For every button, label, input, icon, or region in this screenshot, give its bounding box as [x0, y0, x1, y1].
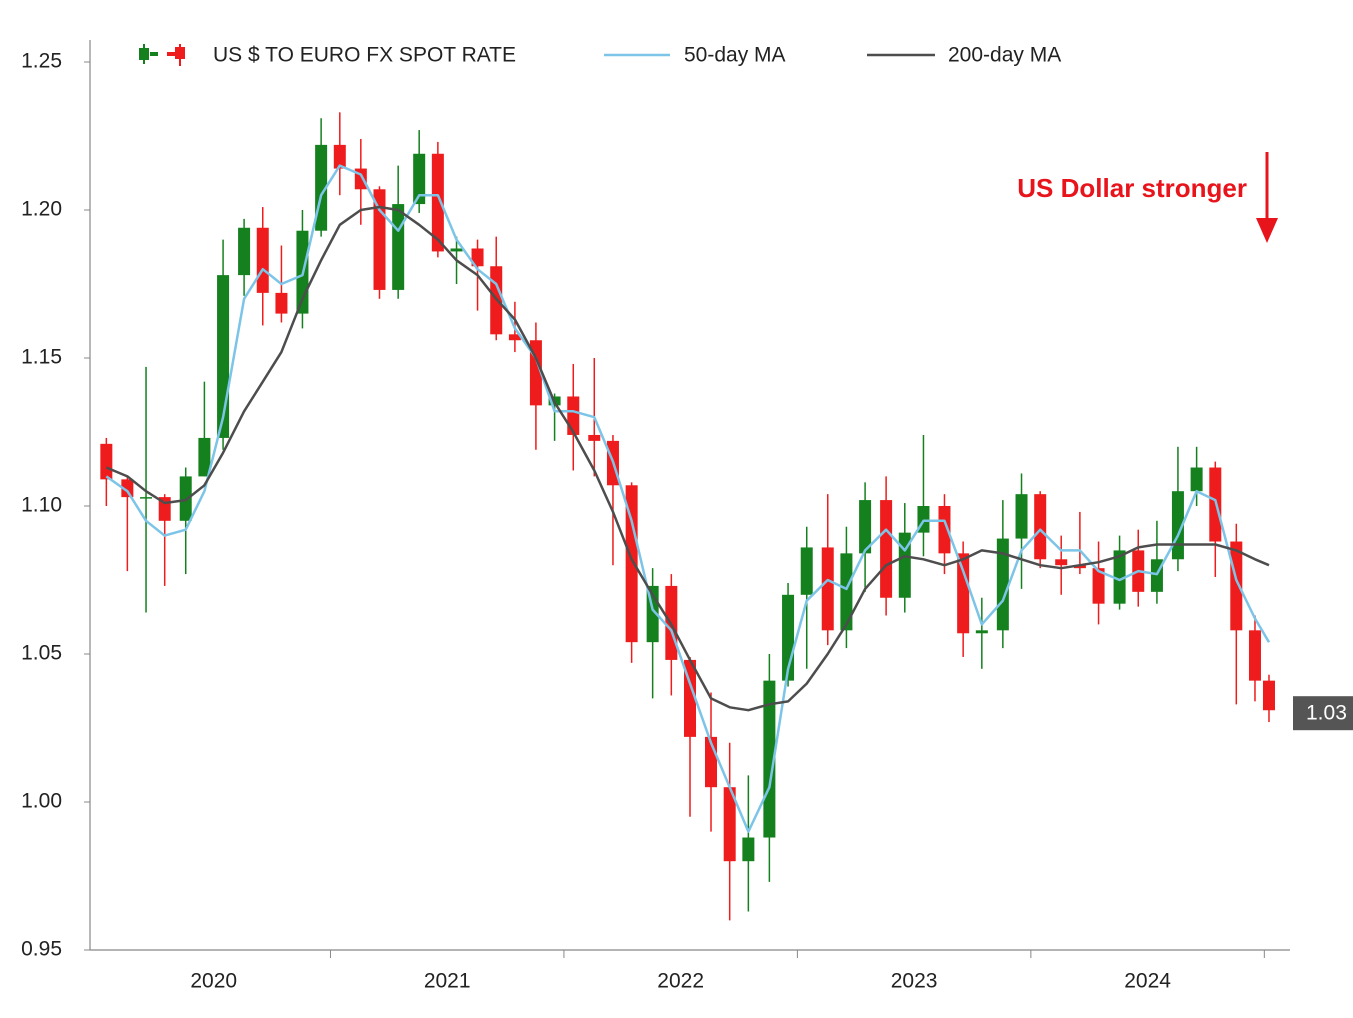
ma-line [105, 164, 1271, 833]
legend-icon [139, 48, 149, 60]
candle-body [508, 334, 521, 341]
candle-body [1034, 494, 1047, 560]
candle-body [413, 153, 426, 205]
candle-body [333, 144, 346, 169]
y-tick-label: 1.05 [21, 642, 62, 665]
candle-body [938, 506, 951, 554]
candle-body [975, 630, 988, 634]
annotation-text: US Dollar stronger [1017, 173, 1247, 203]
ma-line [105, 205, 1270, 712]
y-tick-label: 1.20 [21, 198, 62, 221]
candle-body [198, 437, 211, 477]
legend-icon [167, 52, 175, 56]
candle-body [1055, 559, 1068, 566]
y-tick-label: 0.95 [21, 938, 62, 961]
candle-body [821, 547, 834, 631]
candle-body [588, 434, 601, 441]
x-tick-label: 2020 [190, 970, 237, 993]
candle-body [625, 485, 638, 643]
candle-body [471, 248, 484, 267]
candle-body [684, 659, 696, 737]
x-tick-label: 2022 [657, 970, 704, 993]
candle-body [957, 553, 970, 634]
last-value-label: 1.03 [1306, 702, 1347, 725]
candle-body [1248, 630, 1261, 681]
last-value-box [1293, 696, 1353, 731]
y-tick-label: 1.10 [21, 494, 62, 517]
candle-body [859, 500, 872, 554]
candle-body [742, 837, 755, 862]
y-tick-label: 1.00 [21, 790, 62, 813]
y-tick-label: 1.15 [21, 346, 62, 369]
candle-body [567, 396, 580, 435]
annotation: US Dollar stronger [1017, 152, 1278, 243]
candle-body [238, 227, 251, 276]
x-tick-label: 2024 [1124, 970, 1171, 993]
y-tick-label: 1.25 [21, 50, 62, 73]
candle-body [1073, 565, 1086, 569]
legend-label: 200-day MA [948, 44, 1061, 67]
candle-body [256, 227, 269, 293]
candle-body [723, 787, 736, 862]
candles [100, 112, 1275, 921]
candle-body [1190, 467, 1203, 492]
candle-body [392, 204, 405, 290]
candle-body [100, 443, 113, 480]
legend-icon [175, 47, 185, 59]
candle-body [431, 153, 444, 252]
legend-label: 50-day MA [684, 44, 786, 67]
candle-body [1092, 568, 1105, 604]
candle-body [140, 497, 153, 499]
candle-body [450, 248, 463, 252]
candle-body [1113, 550, 1126, 604]
x-tick-label: 2021 [424, 970, 471, 993]
candle-body [275, 292, 288, 314]
candle-body [840, 553, 853, 631]
candle-body [1015, 494, 1028, 539]
x-tick-label: 2023 [891, 970, 938, 993]
candle-body [1262, 680, 1275, 711]
legend: US $ TO EURO FX SPOT RATE 50-day MA 200-… [139, 44, 1061, 67]
candle-body [121, 479, 134, 498]
candle-body [763, 680, 776, 838]
candle-body [880, 500, 893, 598]
annotation-arrow [1256, 218, 1278, 243]
candle-body [529, 340, 542, 406]
candle-body [996, 538, 1009, 631]
legend-icon [150, 52, 158, 56]
candle-body [800, 547, 813, 595]
legend-label: US $ TO EURO FX SPOT RATE [213, 44, 516, 67]
